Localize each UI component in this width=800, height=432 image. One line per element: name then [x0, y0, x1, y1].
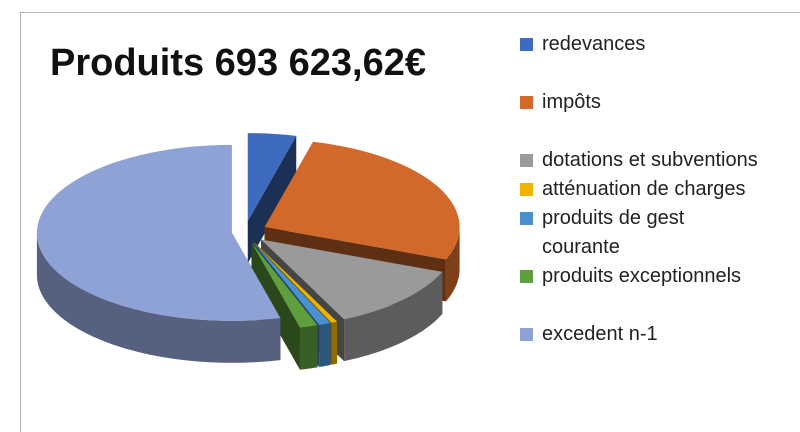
slice-side: [247, 135, 297, 264]
slice-wall: [299, 325, 318, 370]
legend-item: dotations et subventions: [520, 146, 760, 175]
legend-item: produits de gest courante: [520, 204, 760, 262]
legend-label: excedent n-1: [542, 323, 658, 345]
legend-item: produits exceptionnels: [520, 262, 760, 291]
pie-slice: [247, 133, 297, 264]
legend-swatch: [520, 38, 533, 51]
slice-wall: [36, 232, 281, 363]
slice-top: [36, 144, 281, 321]
legend-label: redevances: [542, 33, 646, 55]
pie-slice: [36, 144, 281, 363]
legend-label: produits de gest courante: [542, 207, 685, 258]
legend-label: dotations et subventions: [542, 149, 758, 171]
slice-top: [254, 242, 338, 323]
slice-top: [251, 242, 318, 328]
pie-area: [36, 133, 460, 370]
legend-item: excedent n-1: [520, 320, 760, 349]
slice-wall: [319, 322, 331, 368]
legend-swatch: [520, 212, 533, 225]
legend-label: atténuation de charges: [542, 178, 746, 200]
slice-top: [261, 239, 443, 320]
slice-wall: [344, 271, 443, 362]
chart-frame: [20, 12, 800, 432]
legend-label: impôts: [542, 91, 601, 113]
legend: redevances impôts dotations et subventions…: [520, 30, 760, 349]
legend-swatch: [520, 270, 533, 283]
legend-item: redevances: [520, 30, 760, 59]
slice-top: [247, 133, 297, 222]
slice-top: [253, 242, 331, 326]
legend-swatch: [520, 328, 533, 341]
slice-side: [251, 242, 300, 370]
legend-label: produits exceptionnels: [542, 265, 742, 287]
legend-swatch: [520, 183, 533, 196]
legend-item: atténuation de charges: [520, 175, 760, 204]
slice-top: [264, 141, 460, 260]
legend-swatch: [520, 154, 533, 167]
slice-wall: [331, 321, 338, 365]
legend-swatch: [520, 96, 533, 109]
chart-title: Produits 693 623,62€: [50, 42, 426, 84]
slice-wall: [445, 227, 460, 302]
legend-item: impôts: [520, 88, 760, 117]
pie-slice: [251, 242, 318, 370]
